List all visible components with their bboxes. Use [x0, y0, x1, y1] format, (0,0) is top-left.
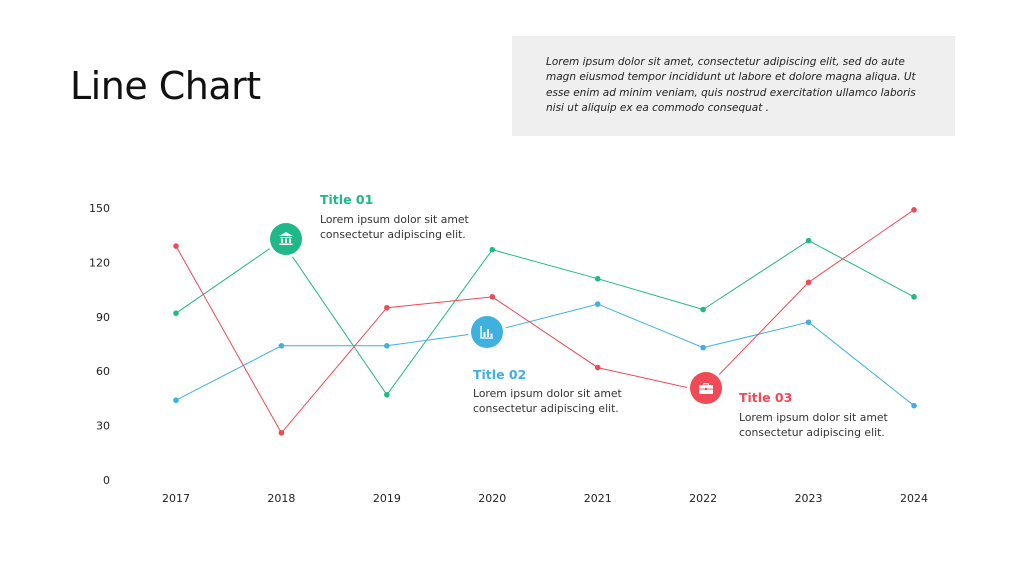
data-point [911, 294, 917, 300]
data-point [384, 343, 390, 349]
series-line-2 [175, 303, 915, 407]
data-point [594, 364, 601, 371]
data-point [489, 294, 496, 300]
series-line-3 [175, 209, 915, 434]
y-tick-label: 30 [96, 420, 110, 433]
data-point [594, 275, 601, 282]
data-point [173, 310, 179, 316]
annotation-title-01: Title 01 [320, 192, 374, 207]
annotation-text-02: Lorem ipsum dolor sit amet consectetur a… [473, 387, 622, 415]
briefcase-icon [690, 372, 722, 404]
data-point [173, 397, 179, 404]
y-tick-label: 90 [96, 311, 110, 324]
y-tick-label: 0 [103, 474, 110, 487]
data-point [805, 319, 812, 326]
data-point [911, 207, 917, 213]
annotation-text-03: Lorem ipsum dolor sit amet consectetur a… [739, 411, 888, 439]
data-point [805, 279, 812, 286]
annotation-title-03: Title 03 [739, 390, 793, 405]
data-point [278, 343, 285, 349]
x-tick-label: 2022 [689, 492, 717, 505]
data-point [594, 301, 601, 307]
data-point [278, 430, 285, 436]
annotation-text-01: Lorem ipsum dolor sit amet consectetur a… [320, 213, 469, 241]
x-tick-label: 2021 [584, 492, 612, 505]
data-point [384, 391, 390, 398]
annotation-title-02: Title 02 [473, 367, 527, 382]
page-title: Line Chart [70, 64, 261, 108]
y-tick-label: 60 [96, 365, 110, 378]
data-point [173, 243, 179, 249]
bank-icon [270, 223, 302, 255]
x-tick-label: 2019 [373, 492, 401, 505]
data-point [805, 237, 812, 244]
x-tick-label: 2017 [162, 492, 190, 505]
data-point [700, 306, 706, 313]
data-point [384, 304, 390, 311]
y-tick-label: 120 [89, 256, 110, 269]
data-point [700, 344, 706, 351]
data-point [489, 246, 496, 253]
x-tick-label: 2023 [795, 492, 823, 505]
x-tick-label: 2018 [267, 492, 295, 505]
description-box [512, 36, 955, 136]
series-line-1 [175, 239, 915, 396]
x-tick-label: 2020 [478, 492, 506, 505]
data-point [911, 402, 917, 409]
y-tick-label: 150 [89, 202, 110, 215]
description-text: Lorem ipsum dolor sit amet, consectetur … [546, 56, 916, 115]
x-tick-label: 2024 [900, 492, 928, 505]
bar-chart-icon [471, 316, 503, 348]
